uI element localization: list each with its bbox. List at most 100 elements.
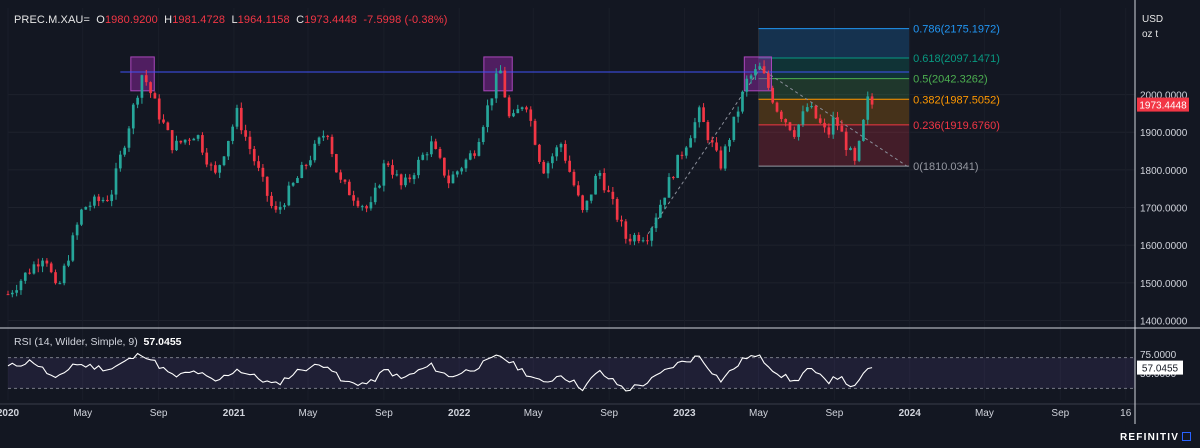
candle-body	[188, 139, 191, 141]
candle-body	[93, 196, 96, 206]
candle-body	[615, 198, 619, 220]
candle-body	[754, 69, 757, 76]
candle-body	[131, 104, 135, 129]
change-value: -7.5998 (-0.38%)	[363, 14, 448, 26]
drawing-lines	[120, 67, 911, 235]
candle-body	[162, 119, 165, 123]
candle-body	[114, 168, 118, 195]
candle-body	[620, 219, 623, 222]
candle-body	[278, 206, 282, 210]
candle-body	[516, 109, 520, 114]
candle-body	[101, 199, 105, 202]
candle-body	[460, 168, 463, 172]
candle-body	[849, 148, 852, 151]
candle-body	[594, 175, 597, 195]
candle-body	[563, 144, 567, 161]
time-tick-label: May	[975, 408, 994, 419]
fib-zone	[758, 28, 910, 59]
candle-body	[654, 217, 658, 229]
candle-body	[58, 283, 62, 285]
candle-body	[542, 161, 546, 174]
fib-level-label: 0.618(2097.1471)	[913, 53, 1000, 65]
candle-body	[870, 96, 874, 105]
candle-body	[736, 111, 740, 117]
candle-body	[287, 185, 291, 206]
unit-weight: oz t	[1142, 29, 1159, 40]
candle-body	[404, 177, 407, 186]
candle-body	[637, 234, 641, 241]
candle-body	[805, 107, 809, 112]
candle-body	[814, 105, 818, 119]
price-tick-label: 1400.0000	[1140, 316, 1188, 327]
candle-body	[481, 127, 485, 143]
candle-body	[628, 238, 632, 242]
low-value: 1964.1158	[237, 14, 290, 26]
fib-level-label: 0.382(1987.5052)	[913, 94, 1000, 106]
candle-body	[140, 75, 144, 98]
candle-body	[844, 131, 848, 151]
candle-body	[261, 167, 265, 177]
candle-body	[369, 202, 373, 209]
last-price-tag	[1137, 97, 1189, 112]
candle-body	[205, 152, 209, 165]
candle-body	[624, 221, 628, 239]
fibonacci-retracement: 0(1810.0341) 0.236(1919.6760) 0.382(1987.5…	[758, 24, 1000, 173]
candle-body	[745, 78, 749, 92]
brand-name: REFINITIV	[1120, 432, 1180, 443]
candle-body	[633, 234, 636, 242]
candle-body	[214, 165, 217, 173]
candle-body	[646, 240, 649, 242]
candle-body	[719, 150, 723, 169]
candle-body	[218, 165, 222, 173]
candle-body	[771, 87, 775, 103]
candle-body	[447, 175, 451, 184]
candle-body	[801, 111, 805, 125]
time-tick-label: Sep	[826, 408, 844, 419]
time-tick-label: Sep	[600, 408, 618, 419]
candle-body	[732, 116, 736, 140]
candle-body	[417, 159, 420, 176]
candle-body	[862, 119, 865, 141]
candle-body	[421, 154, 425, 160]
candle-body	[503, 70, 507, 98]
high-label: H	[164, 14, 173, 26]
candle-body	[710, 140, 714, 143]
candle-body	[706, 122, 710, 141]
candle-body	[378, 185, 381, 188]
candle-body	[451, 174, 455, 184]
candle-body	[296, 178, 299, 183]
candle-body	[676, 154, 679, 178]
candle-body	[792, 130, 796, 137]
rsi-band-fill	[8, 357, 1135, 389]
candle-body	[183, 139, 187, 143]
candle-body	[67, 260, 70, 266]
candle-body	[317, 137, 321, 144]
candle-body	[797, 124, 800, 137]
candle-body	[226, 140, 230, 157]
refinitiv-logo: REFINITIV	[1120, 432, 1192, 443]
candle-body	[741, 91, 744, 112]
candle-body	[244, 130, 247, 137]
symbol-label: PREC.M.XAU=	[14, 14, 90, 26]
price-header: PREC.M.XAU= O1980.9200 H1981.4728 L1964.…	[14, 14, 447, 26]
candle-body	[464, 159, 468, 169]
candle-body	[118, 154, 122, 169]
candle-body	[758, 66, 762, 70]
candle-body	[425, 154, 429, 156]
candle-body	[555, 147, 559, 157]
candle-body	[568, 160, 571, 172]
price-tick-label: 2000.0000	[1140, 91, 1188, 102]
candle-body	[313, 143, 317, 161]
highlight-box	[483, 56, 513, 92]
time-tick-label: 2021	[223, 408, 246, 419]
candle-body	[32, 264, 36, 274]
candle-body	[343, 179, 347, 182]
candle-body	[291, 182, 295, 186]
candle-body	[525, 107, 528, 110]
candle-body	[551, 156, 554, 164]
fib-level-label: 0.236(1919.6760)	[913, 120, 1000, 132]
candle-body	[831, 117, 835, 135]
candle-body	[19, 280, 23, 291]
